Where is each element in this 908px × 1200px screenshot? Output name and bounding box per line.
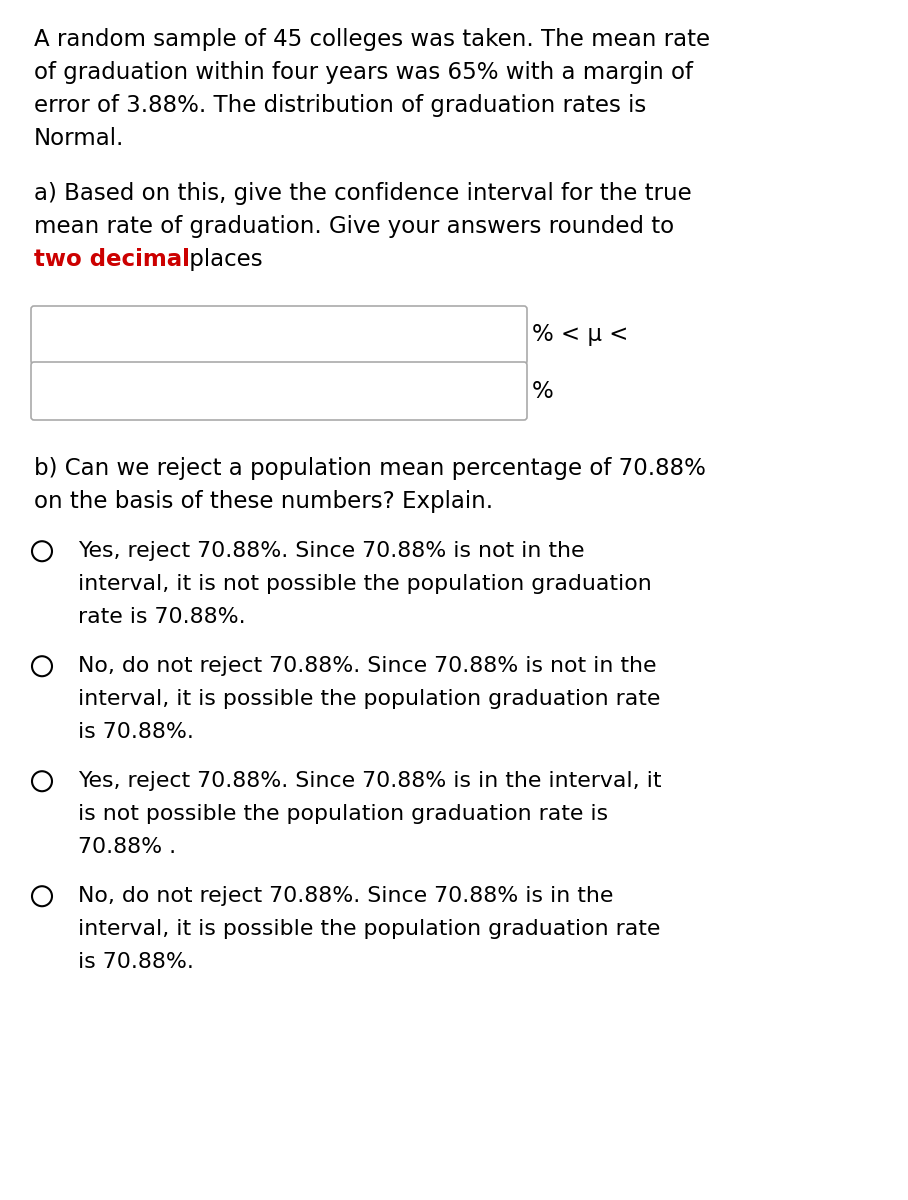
Text: Yes, reject 70.88%. Since 70.88% is in the interval, it: Yes, reject 70.88%. Since 70.88% is in t…: [78, 770, 662, 791]
Text: No, do not reject 70.88%. Since 70.88% is in the: No, do not reject 70.88%. Since 70.88% i…: [78, 886, 614, 906]
Text: interval, it is possible the population graduation rate: interval, it is possible the population …: [78, 689, 660, 709]
Text: % < μ <: % < μ <: [532, 324, 628, 347]
Text: rate is 70.88%.: rate is 70.88%.: [78, 607, 246, 626]
Text: A random sample of 45 colleges was taken. The mean rate: A random sample of 45 colleges was taken…: [34, 28, 710, 50]
Text: Normal.: Normal.: [34, 127, 124, 150]
Text: of graduation within four years was 65% with a margin of: of graduation within four years was 65% …: [34, 61, 693, 84]
Text: %: %: [532, 379, 554, 402]
Text: a) Based on this, give the confidence interval for the true: a) Based on this, give the confidence in…: [34, 182, 692, 205]
FancyBboxPatch shape: [31, 306, 527, 364]
Text: b) Can we reject a population mean percentage of 70.88%: b) Can we reject a population mean perce…: [34, 457, 706, 480]
Text: error of 3.88%. The distribution of graduation rates is: error of 3.88%. The distribution of grad…: [34, 94, 646, 116]
Text: interval, it is not possible the population graduation: interval, it is not possible the populat…: [78, 574, 652, 594]
Text: two decimal: two decimal: [34, 248, 190, 271]
Text: is not possible the population graduation rate is: is not possible the population graduatio…: [78, 804, 608, 824]
Text: interval, it is possible the population graduation rate: interval, it is possible the population …: [78, 919, 660, 938]
Text: is 70.88%.: is 70.88%.: [78, 722, 194, 742]
Text: 70.88% .: 70.88% .: [78, 838, 176, 857]
Text: mean rate of graduation. Give your answers rounded to: mean rate of graduation. Give your answe…: [34, 215, 674, 238]
Text: Yes, reject 70.88%. Since 70.88% is not in the: Yes, reject 70.88%. Since 70.88% is not …: [78, 541, 585, 560]
Text: places: places: [182, 248, 262, 271]
Text: is 70.88%.: is 70.88%.: [78, 952, 194, 972]
Text: on the basis of these numbers? Explain.: on the basis of these numbers? Explain.: [34, 490, 493, 514]
FancyBboxPatch shape: [31, 362, 527, 420]
Text: No, do not reject 70.88%. Since 70.88% is not in the: No, do not reject 70.88%. Since 70.88% i…: [78, 656, 656, 676]
